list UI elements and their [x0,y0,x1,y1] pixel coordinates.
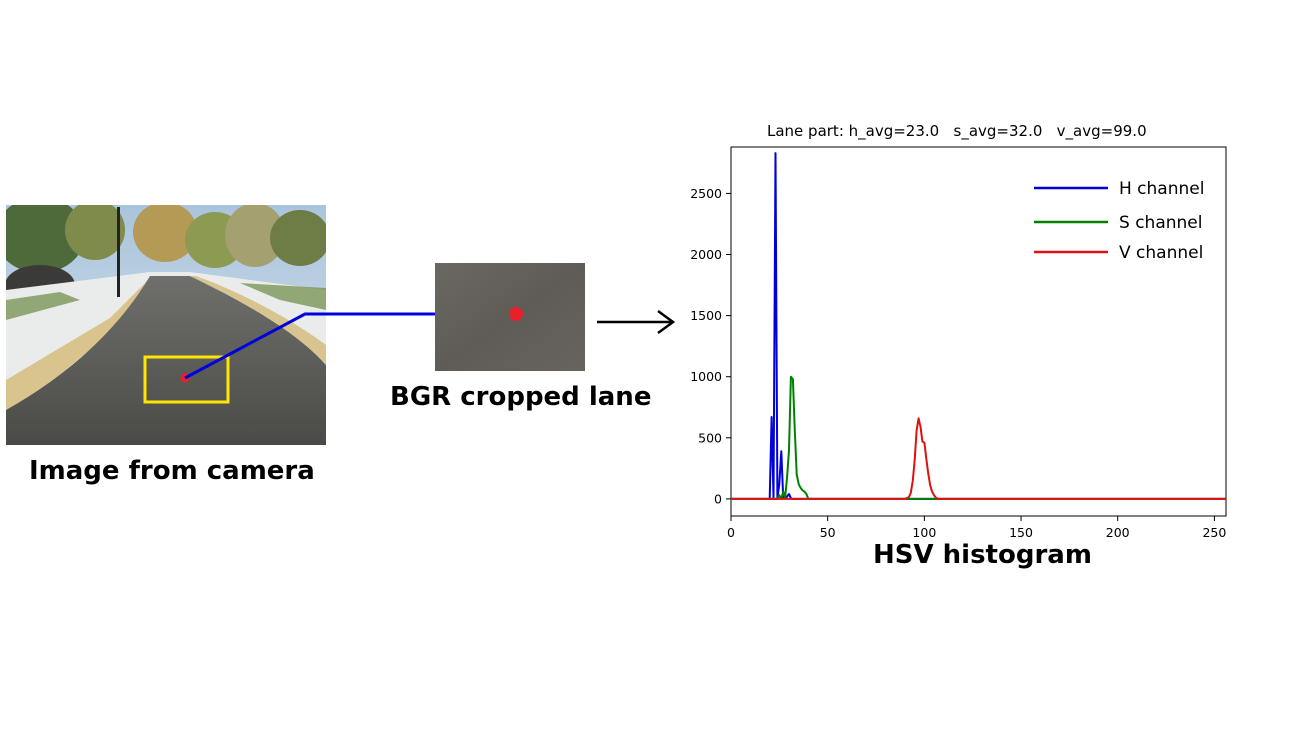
cropped-lane-caption: BGR cropped lane [390,382,652,412]
y-axis: 0 500 1000 1500 2000 2500 [690,186,731,506]
x-tick-label: 200 [1106,525,1130,540]
chart-title: Lane part: h_avg=23.0 s_avg=32.0 v_avg=9… [767,122,1147,140]
x-tick-label: 100 [912,525,936,540]
legend: H channel S channel V channel [1034,179,1204,263]
roi-box [143,355,230,404]
series-group [731,152,1226,500]
legend-label: V channel [1119,243,1203,263]
y-tick-label: 1500 [690,308,722,323]
camera-image [6,205,326,445]
series-line-v-channel [731,417,1226,500]
cropped-center-marker [509,307,523,321]
x-tick-label: 0 [727,525,735,540]
x-tick-label: 50 [820,525,836,540]
series-line-h-channel [731,152,1226,500]
x-tick-label: 250 [1202,525,1226,540]
legend-label: H channel [1119,179,1204,199]
hsv-histogram-caption: HSV histogram [873,540,1092,570]
plot-frame [730,146,1227,517]
hsv-histogram-chart: 0 500 1000 1500 2000 2500 0 50 100 150 200 250 H c… [690,146,1227,540]
y-tick-label: 0 [714,491,722,506]
cropped-lane-image [435,263,585,371]
y-tick-label: 2000 [690,247,722,262]
y-tick-label: 1000 [690,369,722,384]
right-arrow-icon [597,309,676,335]
x-tick-label: 150 [1009,525,1033,540]
x-axis: 0 50 100 150 200 250 [727,516,1226,540]
legend-label: S channel [1119,213,1202,233]
y-tick-label: 2500 [690,186,722,201]
y-tick-label: 500 [698,430,722,445]
camera-caption: Image from camera [29,456,315,486]
